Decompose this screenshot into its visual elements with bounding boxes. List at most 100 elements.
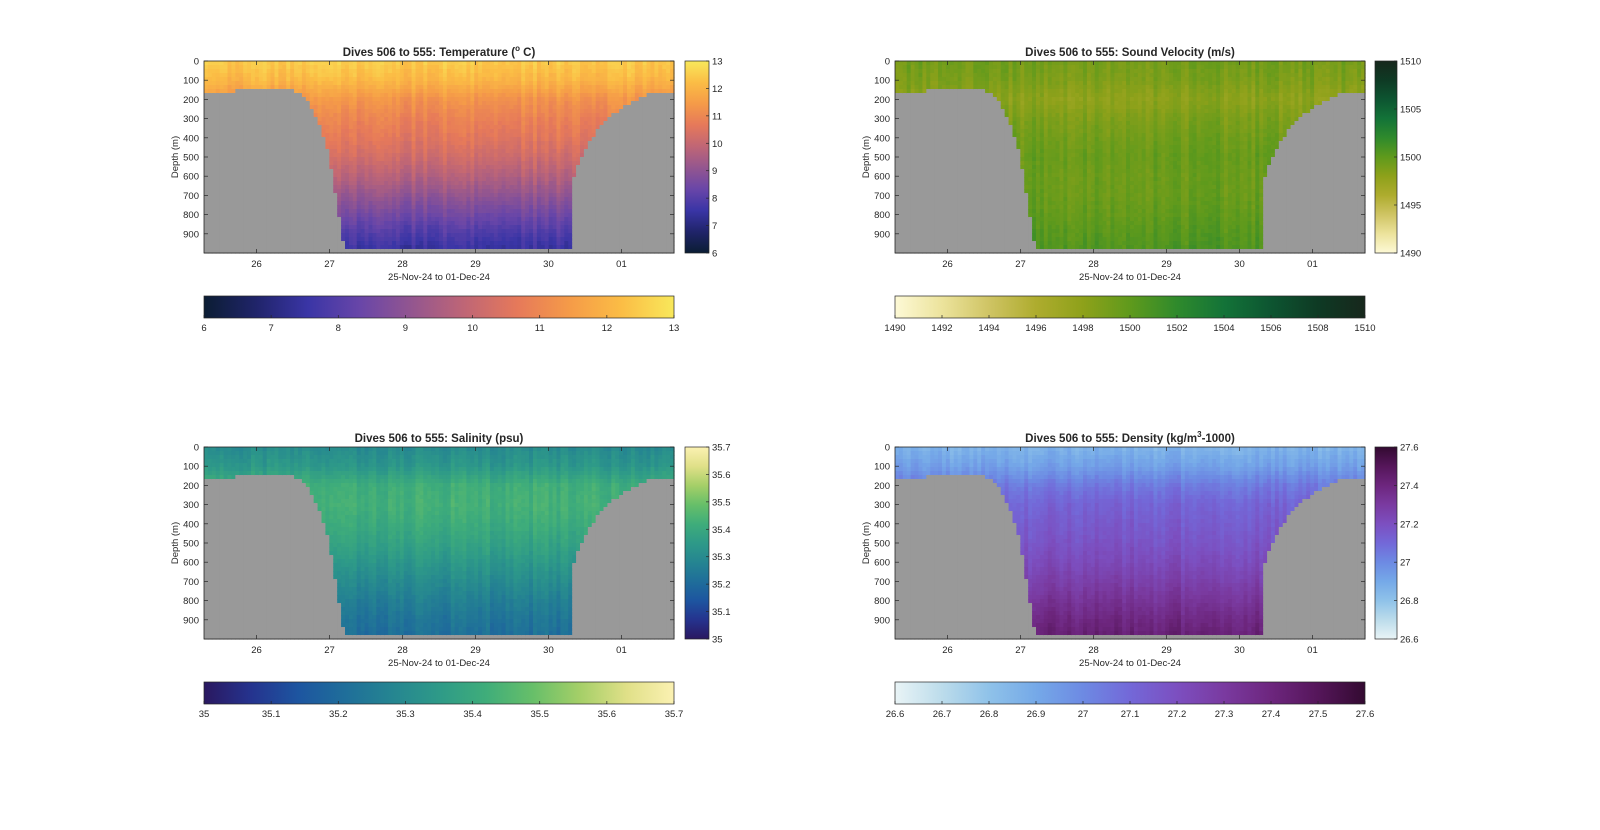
heatmap-cell (419, 165, 424, 170)
heatmap-cell (498, 217, 503, 222)
heatmap-cell (596, 97, 601, 102)
heatmap-cell (267, 77, 272, 82)
heatmap-cell (416, 113, 421, 118)
heatmap-cell (494, 161, 499, 166)
heatmap-cell (361, 221, 366, 226)
heatmap-cell (337, 209, 342, 214)
heatmap-cell (588, 201, 593, 206)
heatmap-cell (474, 157, 479, 162)
heatmap-cell (584, 113, 589, 118)
heatmap-cell (212, 65, 217, 70)
heatmap-cell (400, 141, 405, 146)
heatmap-cell (267, 233, 272, 238)
heatmap-cell (372, 93, 377, 98)
heatmap-cell (490, 217, 495, 222)
heatmap-cell (517, 173, 522, 178)
heatmap-cell (329, 85, 334, 90)
heatmap-cell (482, 189, 487, 194)
heatmap-cell (290, 77, 295, 82)
heatmap-cell (408, 85, 413, 90)
heatmap-cell (247, 113, 252, 118)
heatmap-cell (482, 233, 487, 238)
heatmap-cell (247, 201, 252, 206)
heatmap-cell (549, 121, 554, 126)
heatmap-cell (380, 125, 385, 130)
heatmap-cell (369, 221, 374, 226)
heatmap-cell (329, 165, 334, 170)
heatmap-cell (584, 225, 589, 230)
heatmap-cell (459, 149, 464, 154)
heatmap-cell (263, 241, 268, 246)
heatmap-cell (564, 229, 569, 234)
heatmap-cell (443, 165, 448, 170)
heatmap-cell (541, 113, 546, 118)
heatmap-cell (251, 213, 256, 218)
heatmap-cell (369, 89, 374, 94)
heatmap-cell (372, 233, 377, 238)
heatmap-cell (259, 69, 264, 74)
heatmap-cell (302, 97, 307, 102)
heatmap-cell (419, 181, 424, 186)
heatmap-cell (216, 205, 221, 210)
heatmap-cell (231, 233, 236, 238)
heatmap-cell (451, 125, 456, 130)
heatmap-cell (372, 89, 377, 94)
heatmap-cell (537, 189, 542, 194)
heatmap-cell (275, 181, 280, 186)
heatmap-cell (384, 89, 389, 94)
heatmap-cell (208, 149, 213, 154)
heatmap-cell (478, 61, 483, 66)
heatmap-cell (412, 217, 417, 222)
heatmap-cell (357, 149, 362, 154)
heatmap-cell (255, 237, 260, 242)
heatmap-cell (353, 117, 358, 122)
heatmap-cell (494, 229, 499, 234)
heatmap-cell (365, 141, 370, 146)
heatmap-cell (376, 149, 381, 154)
heatmap-cell (228, 65, 233, 70)
heatmap-cell (451, 169, 456, 174)
heatmap-cell (333, 181, 338, 186)
heatmap-cell (443, 101, 448, 106)
heatmap-cell (228, 93, 233, 98)
heatmap-cell (600, 73, 605, 78)
heatmap-cell (494, 69, 499, 74)
heatmap-cell (604, 145, 609, 150)
heatmap-cell (564, 157, 569, 162)
heatmap-cell (549, 241, 554, 246)
heatmap-cell (341, 153, 346, 158)
heatmap-cell (310, 97, 315, 102)
heatmap-cell (306, 105, 311, 110)
heatmap-cell (247, 141, 252, 146)
heatmap-cell (384, 189, 389, 194)
heatmap-cell (380, 197, 385, 202)
heatmap-cell (306, 241, 311, 246)
heatmap-cell (376, 73, 381, 78)
heatmap-cell (235, 181, 240, 186)
heatmap-cell (220, 241, 225, 246)
heatmap-cell (439, 153, 444, 158)
heatmap-cell (231, 165, 236, 170)
heatmap-cell (239, 149, 244, 154)
heatmap-cell (521, 117, 526, 122)
heatmap-cell (455, 141, 460, 146)
heatmap-cell (384, 93, 389, 98)
heatmap-cell (596, 241, 601, 246)
heatmap-cell (568, 85, 573, 90)
heatmap-cell (267, 137, 272, 142)
heatmap-cell (251, 65, 256, 70)
heatmap-cell (506, 173, 511, 178)
heatmap-cell (353, 165, 358, 170)
heatmap-cell (267, 201, 272, 206)
heatmap-cell (521, 61, 526, 66)
heatmap-cell (302, 201, 307, 206)
heatmap-cell (400, 177, 405, 182)
heatmap-cell (212, 129, 217, 134)
heatmap-cell (510, 109, 515, 114)
heatmap-cell (286, 165, 291, 170)
heatmap-cell (560, 73, 565, 78)
heatmap-cell (584, 105, 589, 110)
heatmap-cell (427, 93, 432, 98)
heatmap-cell (525, 241, 530, 246)
heatmap-cell (235, 125, 240, 130)
